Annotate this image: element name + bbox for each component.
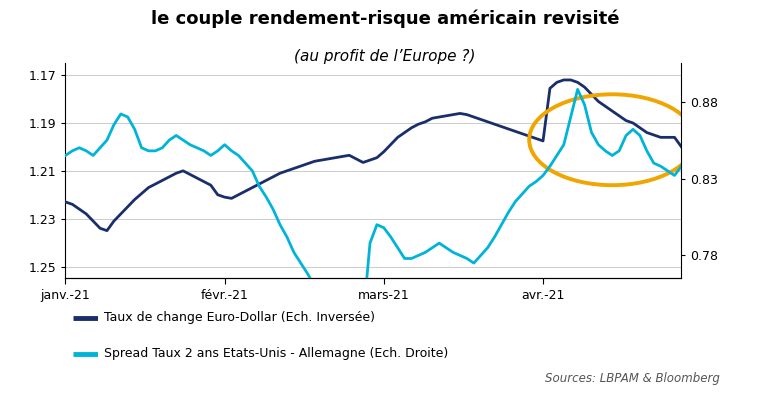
Text: Taux de change Euro-Dollar (Ech. Inversée): Taux de change Euro-Dollar (Ech. Inversé…	[104, 312, 375, 324]
Text: Spread Taux 2 ans Etats-Unis - Allemagne (Ech. Droite): Spread Taux 2 ans Etats-Unis - Allemagne…	[104, 347, 448, 360]
Text: (au profit de l’Europe ?): (au profit de l’Europe ?)	[294, 49, 476, 64]
Text: Sources: LBPAM & Bloomberg: Sources: LBPAM & Bloomberg	[545, 372, 720, 385]
Text: le couple rendement-risque américain revisité: le couple rendement-risque américain rev…	[151, 10, 619, 28]
